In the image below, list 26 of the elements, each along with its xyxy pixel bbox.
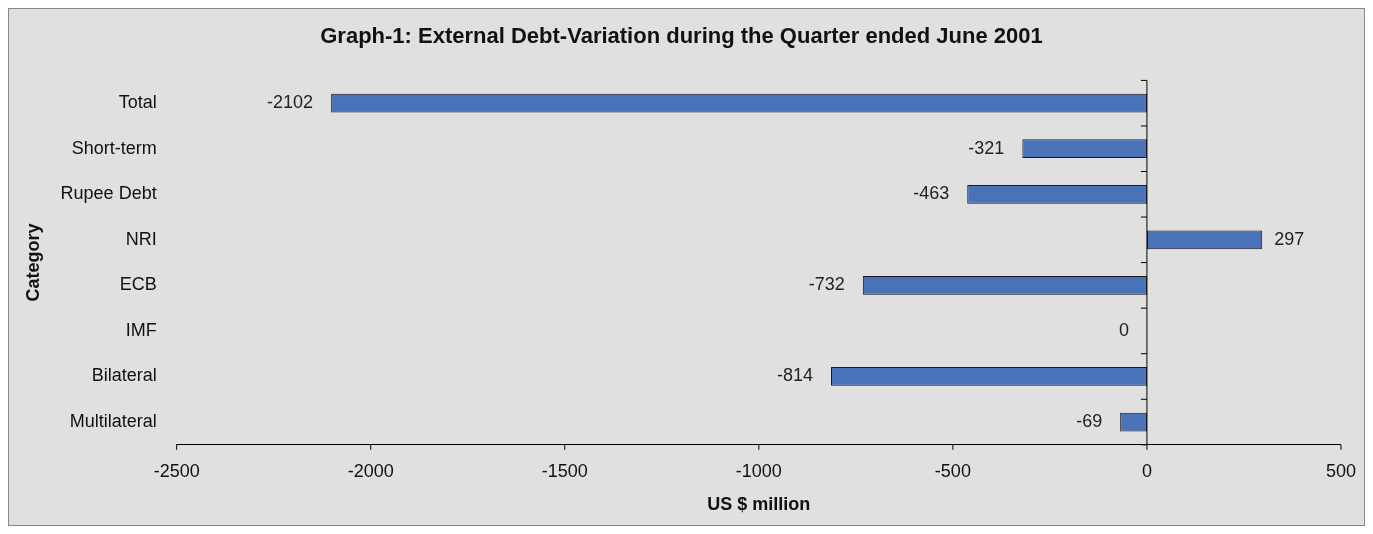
data-label: -69 — [1076, 410, 1103, 431]
y-tick-label: Bilateral — [91, 365, 157, 386]
data-label: 0 — [1118, 319, 1129, 340]
x-axis-title: US $ million — [707, 494, 811, 515]
x-tick-label: -2500 — [153, 460, 200, 481]
data-label: -321 — [968, 137, 1005, 158]
x-tick-label: 0 — [1141, 460, 1152, 481]
data-label: 297 — [1274, 228, 1305, 249]
data-label: -2102 — [267, 92, 314, 113]
x-tick-label: -1500 — [541, 460, 588, 481]
y-tick-label: IMF — [125, 319, 157, 340]
x-tick-label: -2000 — [347, 460, 394, 481]
y-tick-label: Short-term — [71, 137, 157, 158]
chart-title: Graph-1: External Debt-Variation during the Quarter ended June 2001 — [320, 23, 1043, 49]
y-tick-label: ECB — [119, 274, 157, 295]
y-tick-label: Multilateral — [69, 410, 157, 431]
y-tick-label: Total — [118, 92, 157, 113]
x-tick-label: -1000 — [735, 460, 782, 481]
data-label: -814 — [776, 365, 814, 386]
data-label: -732 — [808, 274, 845, 295]
y-tick-label: Rupee Debt — [60, 183, 157, 204]
y-axis-title: Category — [22, 223, 43, 302]
y-tick-label: NRI — [125, 228, 157, 249]
x-tick-label: 500 — [1325, 460, 1357, 481]
data-label: -463 — [913, 183, 950, 204]
x-tick-label: -500 — [934, 460, 971, 481]
